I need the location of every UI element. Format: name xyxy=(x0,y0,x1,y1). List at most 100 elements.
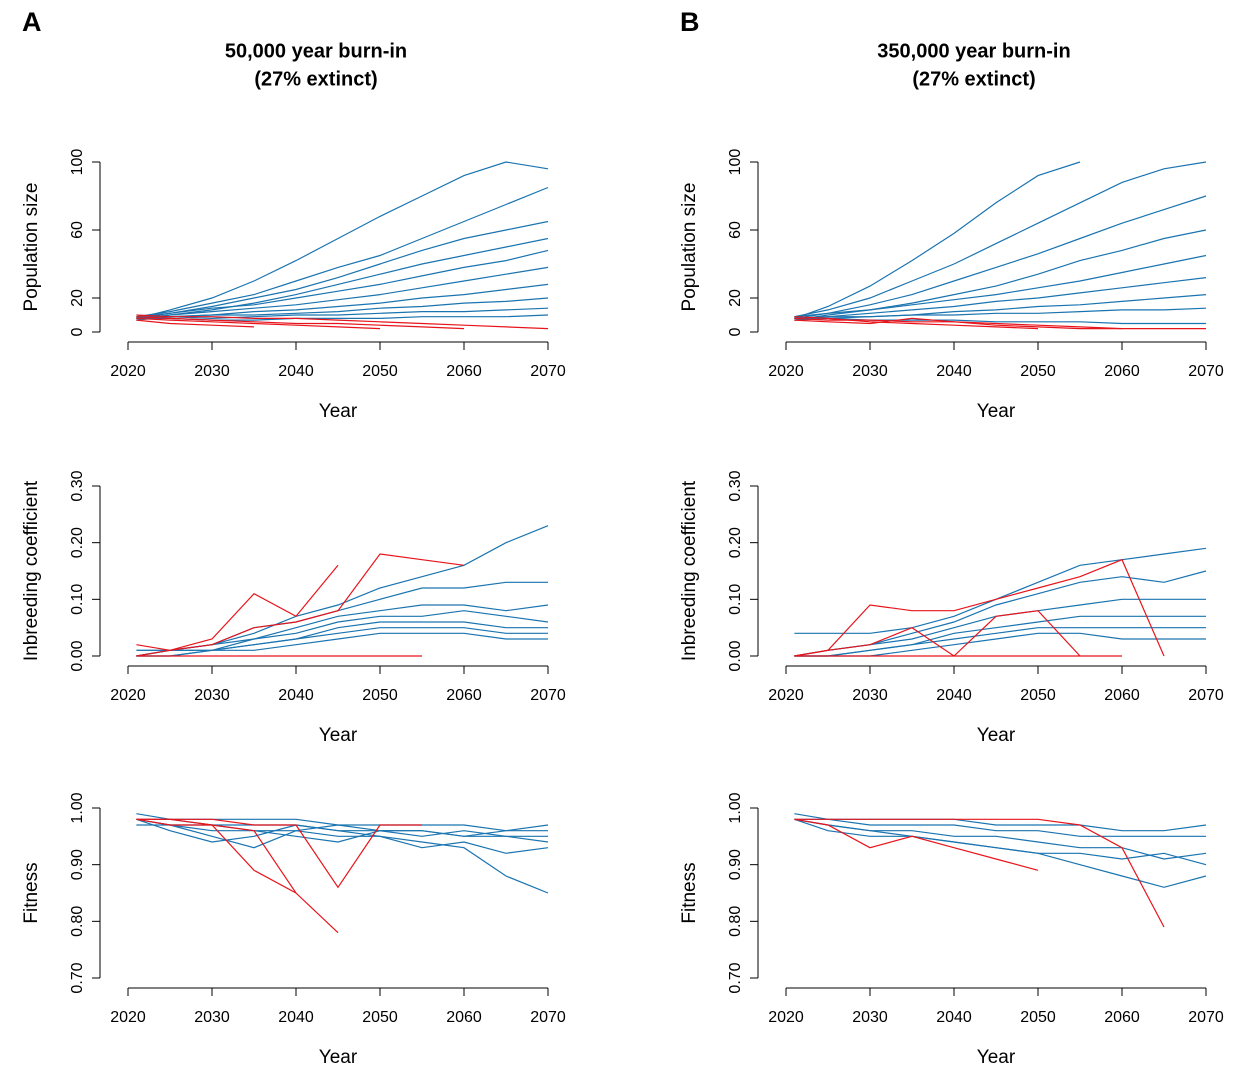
y-tick-label: 100 xyxy=(69,149,86,176)
series-line xyxy=(794,818,1207,860)
y-axis-label: Fitness xyxy=(679,862,700,923)
series-line xyxy=(794,818,1165,928)
x-tick-label: 2070 xyxy=(530,363,566,380)
y-tick-label: 60 xyxy=(69,221,86,239)
x-tick-label: 2050 xyxy=(1020,1009,1056,1026)
series-line xyxy=(136,314,549,330)
y-tick-label: 20 xyxy=(727,289,744,307)
series-line xyxy=(794,615,1206,657)
x-tick-label: 2030 xyxy=(852,1009,888,1026)
x-tick-label: 2040 xyxy=(936,687,972,704)
y-tick-label: 0.00 xyxy=(727,640,744,671)
series-line xyxy=(136,249,549,318)
panel-title: 50,000 year burn-in xyxy=(225,40,407,62)
series-line xyxy=(136,818,549,854)
series-line xyxy=(794,316,1039,330)
series-line xyxy=(136,553,465,657)
series-line xyxy=(794,818,1207,866)
series-line xyxy=(136,564,339,651)
panel-label: A xyxy=(22,7,42,37)
series-line xyxy=(136,627,548,657)
x-tick-label: 2060 xyxy=(446,1009,482,1026)
x-tick-label: 2030 xyxy=(852,687,888,704)
x-tick-label: 2040 xyxy=(936,1009,972,1026)
series-line xyxy=(136,317,381,330)
x-tick-label: 2030 xyxy=(852,363,888,380)
x-tick-label: 2040 xyxy=(278,687,314,704)
series-line xyxy=(794,558,1165,657)
x-tick-label: 2040 xyxy=(936,363,972,380)
x-tick-label: 2040 xyxy=(278,363,314,380)
x-tick-label: 2060 xyxy=(1104,687,1140,704)
x-tick-label: 2050 xyxy=(1020,687,1056,704)
x-tick-label: 2070 xyxy=(530,687,566,704)
x-tick-label: 2020 xyxy=(768,1009,804,1026)
series-line xyxy=(136,161,549,319)
series-line xyxy=(136,581,548,657)
y-tick-label: 0.20 xyxy=(727,527,744,558)
series-line xyxy=(136,220,549,319)
y-tick-label: 0.70 xyxy=(69,962,86,993)
x-tick-label: 2070 xyxy=(1188,687,1224,704)
x-tick-label: 2050 xyxy=(362,363,398,380)
x-tick-label: 2030 xyxy=(194,363,230,380)
y-tick-label: 0.00 xyxy=(69,640,86,671)
y-tick-label: 0.30 xyxy=(727,470,744,501)
x-tick-label: 2070 xyxy=(1188,363,1224,380)
panel-subtitle: (27% extinct) xyxy=(912,68,1035,90)
series-line xyxy=(794,818,1206,837)
series-line xyxy=(794,195,1207,319)
y-tick-label: 0 xyxy=(69,327,86,336)
y-tick-label: 0.80 xyxy=(69,906,86,937)
series-line xyxy=(794,277,1207,319)
series-line xyxy=(136,237,549,321)
y-tick-label: 60 xyxy=(727,221,744,239)
series-line xyxy=(136,316,465,330)
y-axis-label: Population size xyxy=(21,183,42,312)
y-tick-label: 0.10 xyxy=(727,584,744,615)
x-tick-label: 2060 xyxy=(1104,1009,1140,1026)
y-tick-label: 20 xyxy=(69,289,86,307)
x-tick-label: 2060 xyxy=(446,363,482,380)
y-axis-label: Inbreeding coefficient xyxy=(21,480,42,661)
y-tick-label: 0.10 xyxy=(69,584,86,615)
y-tick-label: 1.00 xyxy=(69,792,86,823)
y-tick-label: 0.90 xyxy=(727,849,744,880)
x-axis-label: Year xyxy=(319,1047,358,1068)
x-tick-label: 2060 xyxy=(1104,363,1140,380)
series-line xyxy=(136,525,549,651)
panel-label: B xyxy=(680,7,700,37)
x-tick-label: 2020 xyxy=(110,363,146,380)
x-tick-label: 2020 xyxy=(110,1009,146,1026)
y-tick-label: 0.90 xyxy=(69,849,86,880)
y-tick-label: 0 xyxy=(727,327,744,336)
series-line xyxy=(136,186,549,318)
series-line xyxy=(136,818,549,849)
y-tick-label: 0.70 xyxy=(727,962,744,993)
x-tick-label: 2030 xyxy=(194,687,230,704)
series-line xyxy=(136,818,339,934)
x-tick-label: 2050 xyxy=(362,687,398,704)
series-line xyxy=(794,161,1207,318)
x-tick-label: 2060 xyxy=(446,687,482,704)
series-line xyxy=(794,229,1207,321)
series-line xyxy=(794,610,1081,657)
series-line xyxy=(136,818,422,889)
x-axis-label: Year xyxy=(319,401,358,422)
series-line xyxy=(136,319,255,328)
x-axis-label: Year xyxy=(977,725,1016,746)
x-tick-label: 2040 xyxy=(278,1009,314,1026)
y-tick-label: 0.20 xyxy=(69,527,86,558)
y-tick-label: 0.80 xyxy=(727,906,744,937)
series-line xyxy=(794,317,1206,330)
series-line xyxy=(794,570,1207,657)
y-axis-label: Population size xyxy=(679,183,700,312)
y-axis-label: Inbreeding coefficient xyxy=(679,480,700,661)
series-line xyxy=(794,818,1039,871)
series-line xyxy=(136,297,549,319)
series-line xyxy=(794,813,1207,832)
series-line xyxy=(136,824,549,843)
x-tick-label: 2070 xyxy=(1188,1009,1224,1026)
x-tick-label: 2050 xyxy=(362,1009,398,1026)
